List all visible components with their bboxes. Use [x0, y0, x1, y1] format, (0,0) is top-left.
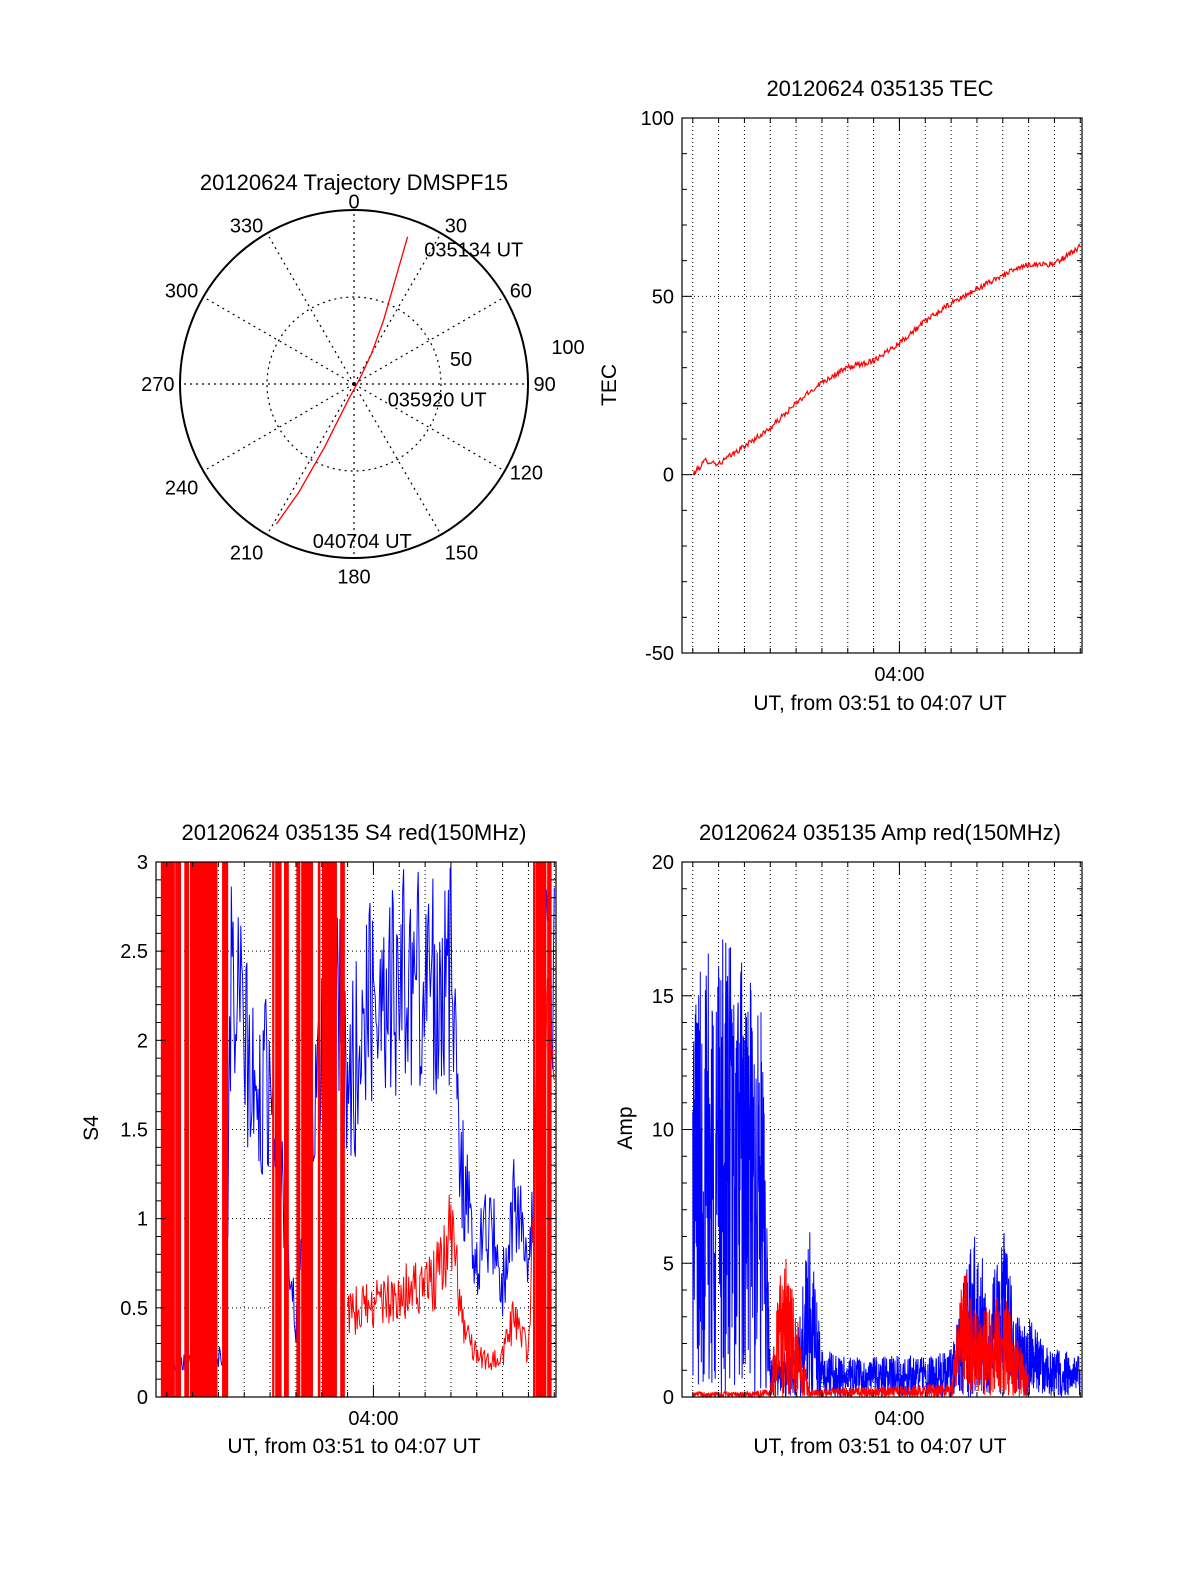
tec-axes: -50 0 50 100 04:00 [641, 108, 1083, 686]
polar-azimuth-label: 30 [445, 215, 467, 237]
polar-outer-circle [179, 209, 529, 559]
tec-grid [682, 117, 1082, 654]
s4-panel: 20120624 035135 S4 red(150MHz) 0 0.5 1 1.5 2… [80, 820, 557, 1458]
polar-spoke [266, 383, 355, 535]
polar-azimuth-label: 60 [510, 280, 532, 302]
polar-spoke [353, 383, 442, 535]
amp-title: 20120624 035135 Amp red(150MHz) [699, 820, 1061, 845]
s4-ytick-label: 1 [137, 1209, 148, 1231]
amp-panel: 20120624 035135 Amp red(150MHz) 0 5 10 15 20… [614, 820, 1083, 1458]
trajectory-title: 20120624 Trajectory DMSPF15 [200, 170, 508, 195]
polar-grid [179, 209, 529, 559]
amp-ytick-label: 20 [652, 852, 674, 874]
polar-radius-label: 50 [450, 349, 472, 371]
tec-series-0-line [692, 243, 1081, 476]
s4-series [160, 862, 555, 1397]
polar-azimuth-label: 270 [141, 374, 174, 396]
tec-ytick-label: 0 [663, 465, 674, 487]
polar-azimuth-label: 300 [165, 280, 198, 302]
tec-xtick-label: 04:00 [874, 664, 924, 686]
polar-azimuth-label: 240 [165, 478, 198, 500]
polar-trajectory-line [275, 236, 409, 525]
amp-ytick-label: 15 [652, 986, 674, 1008]
amp-xtick-label: 04:00 [874, 1408, 924, 1430]
polar-azimuth-label: 90 [533, 374, 555, 396]
tec-panel: 20120624 035135 TEC -50 0 50 100 04:00 UT, f… [598, 76, 1083, 715]
s4-xlabel: UT, from 03:51 to 04:07 UT [227, 1435, 480, 1458]
polar-spoke [353, 296, 505, 385]
trajectory-panel: 20120624 Trajectory DMSPF15 0 30 60 90 120 15… [141, 170, 585, 588]
polar-azimuth-label: 180 [337, 566, 370, 588]
polar-azimuth-label: 210 [230, 543, 263, 565]
polar-radius-label: 100 [551, 337, 584, 359]
polar-annotation: 040704 UT [313, 531, 412, 553]
polar-spoke [203, 383, 355, 472]
s4-axes: 0 0.5 1 1.5 2 2.5 3 04:00 [120, 852, 557, 1430]
polar-labels: 0 30 60 90 120 150 180 210 240 270 300 330 50 100 0351… [141, 192, 585, 589]
polar-azimuth-label: 330 [230, 215, 263, 237]
polar-annotation: 035920 UT [388, 390, 487, 412]
amp-ylabel: Amp [614, 1106, 637, 1149]
polar-inner-circle [266, 296, 442, 472]
s4-ytick-label: 0.5 [120, 1298, 148, 1320]
amp-xlabel: UT, from 03:51 to 04:07 UT [753, 1435, 1006, 1458]
tec-title: 20120624 035135 TEC [766, 76, 993, 101]
tec-ytick-label: 50 [652, 286, 674, 308]
polar-annotation: 035134 UT [424, 239, 523, 261]
s4-ytick-label: 3 [137, 852, 148, 874]
amp-series-0-line [692, 939, 1081, 1398]
s4-ylabel: S4 [80, 1115, 103, 1141]
amp-series [692, 939, 1081, 1399]
s4-ytick-label: 0 [137, 1387, 148, 1409]
polar-azimuth-label: 0 [348, 192, 359, 214]
polar-spoke [353, 233, 442, 385]
tec-ytick-label: -50 [645, 643, 674, 665]
polar-azimuth-label: 150 [445, 543, 478, 565]
amp-ytick-label: 0 [663, 1387, 674, 1409]
s4-ytick-label: 1.5 [120, 1120, 148, 1142]
polar-azimuth-label: 120 [510, 463, 543, 485]
tec-xlabel: UT, from 03:51 to 04:07 UT [753, 692, 1006, 715]
tec-series [692, 243, 1081, 476]
s4-title: 20120624 035135 S4 red(150MHz) [182, 820, 527, 845]
amp-ytick-label: 10 [652, 1120, 674, 1142]
s4-series-1-line [347, 872, 555, 1371]
polar-spoke [203, 296, 355, 385]
s4-xtick-label: 04:00 [348, 1408, 398, 1430]
tec-ylabel: TEC [598, 364, 621, 406]
tec-ytick-label: 100 [641, 108, 674, 130]
s4-series-0-line [166, 865, 555, 1372]
amp-ytick-label: 5 [663, 1253, 674, 1275]
amp-series-1-line [692, 1258, 1029, 1399]
s4-ytick-label: 2 [137, 1030, 148, 1052]
polar-series [275, 236, 409, 525]
polar-spoke [353, 383, 505, 472]
amp-axes: 0 5 10 15 20 04:00 [652, 852, 1083, 1430]
polar-spoke [266, 233, 355, 385]
s4-ytick-label: 2.5 [120, 941, 148, 963]
tec-frame [681, 117, 1083, 654]
